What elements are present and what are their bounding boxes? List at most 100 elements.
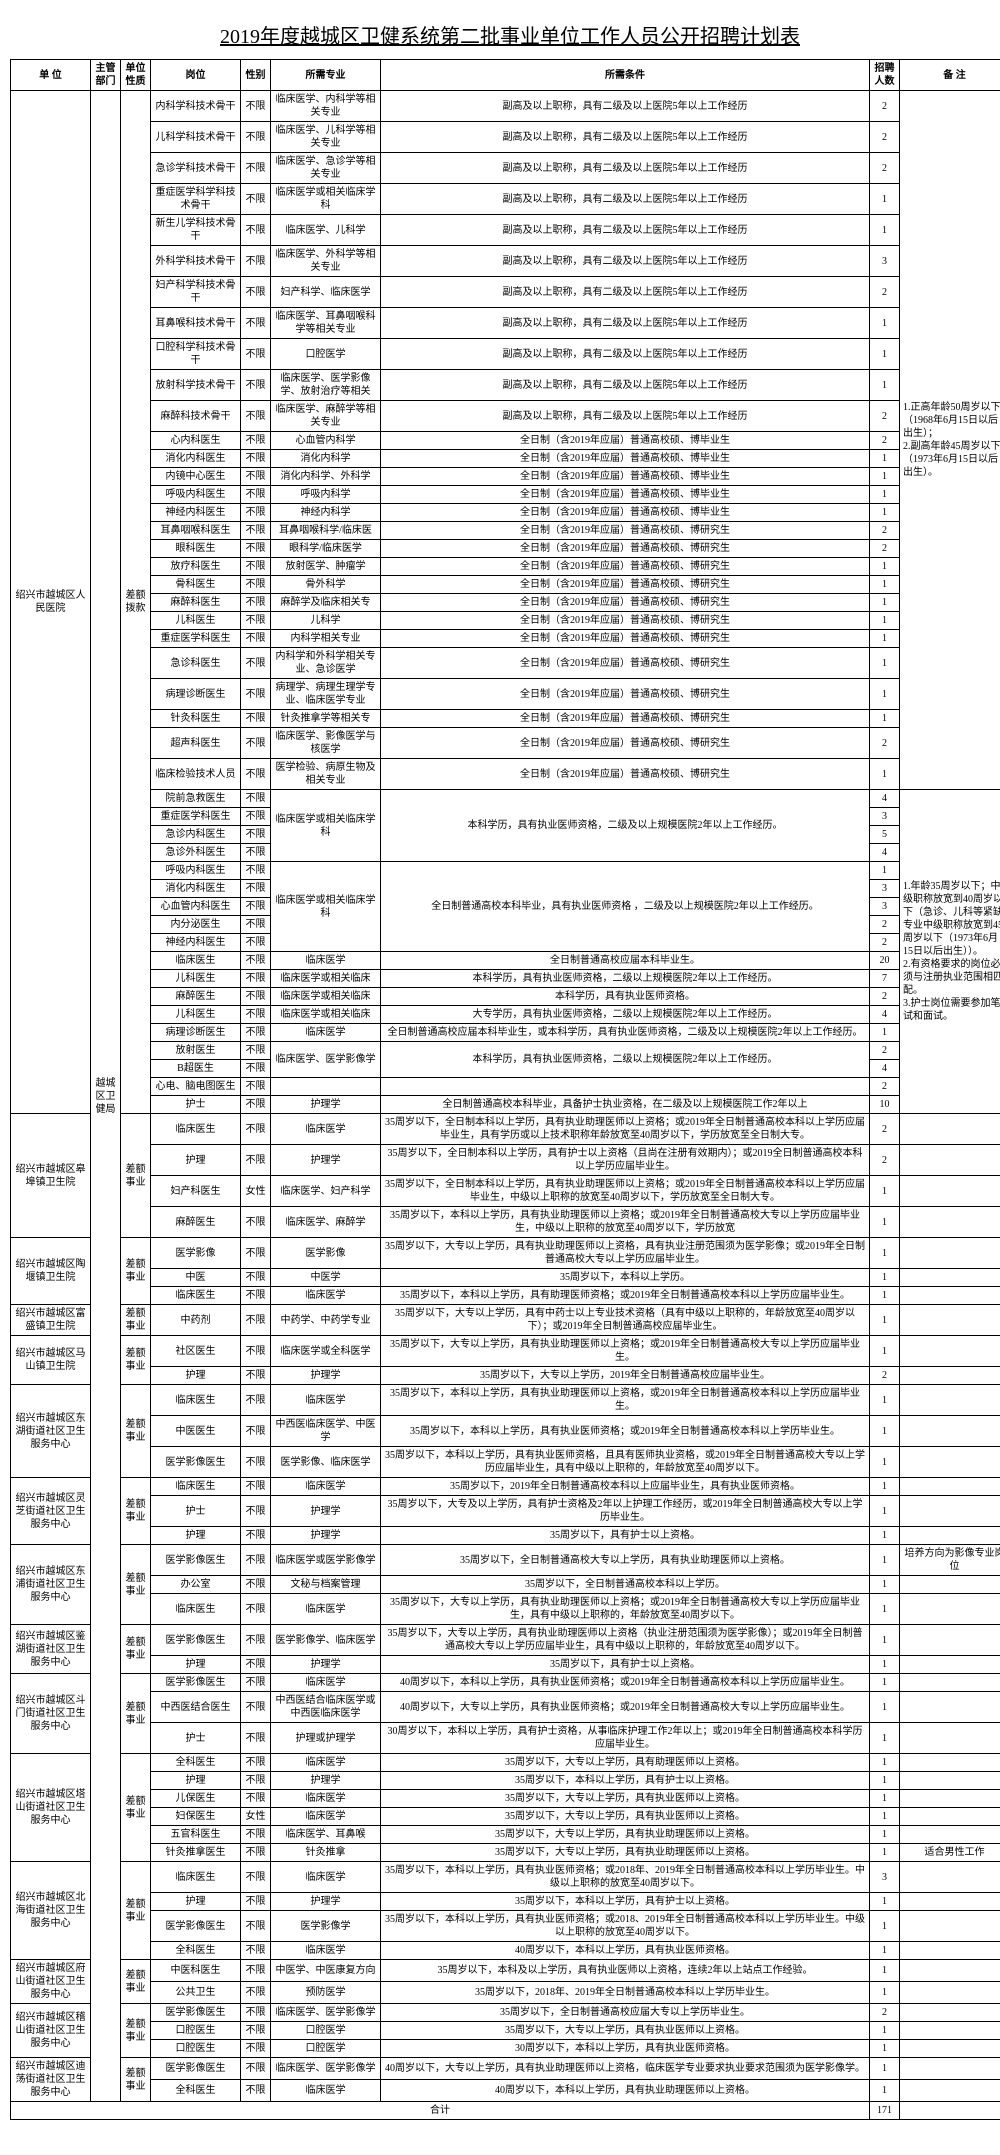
gender-cell: 不限 xyxy=(241,1674,271,1692)
cond-cell: 35周岁以下，本科以上学历，具有护士以上资格。 xyxy=(381,1893,870,1911)
table-row: 五官科医生不限临床医学、耳鼻喉35周岁以下，大专以上学历，具有执业助理医师以上资… xyxy=(11,1826,1000,1844)
gender-cell: 不限 xyxy=(241,1844,271,1862)
num-cell: 2 xyxy=(870,728,900,759)
num-cell: 3 xyxy=(870,808,900,826)
table-row: 妇产科学科技术骨干不限妇产科学、临床医学副高及以上职称，具有二级及以上医院5年以… xyxy=(11,277,1000,308)
note-cell xyxy=(900,1960,1000,1982)
nature-cell: 差额事业 xyxy=(121,1238,151,1305)
major-cell: 临床医学、影像医学与核医学 xyxy=(271,728,381,759)
major-cell: 临床医学 xyxy=(271,1674,381,1692)
cond-cell: 副高及以上职称，具有二级及以上医院5年以上工作经历 xyxy=(381,153,870,184)
cond-cell: 全日制普通高校本科毕业，具有执业医师资格 ，二级及以上规模医院2年以上工作经历。 xyxy=(381,862,870,952)
post-cell: 急诊外科医生 xyxy=(151,844,241,862)
major-cell: 医学影像、临床医学 xyxy=(271,1447,381,1478)
cond-cell: 30周岁以下，本科以上学历，具有护士资格，从事临床护理工作2年以上；或2019年… xyxy=(381,1723,870,1754)
note-cell xyxy=(900,1674,1000,1692)
post-cell: 急诊科医生 xyxy=(151,648,241,679)
cond-cell: 35周岁以下，大专以上学历，具有执业医师以上资格。 xyxy=(381,2022,870,2040)
h-major: 所需专业 xyxy=(271,60,381,91)
num-cell: 1 xyxy=(870,759,900,790)
post-cell: 耳鼻咽喉科医生 xyxy=(151,522,241,540)
total-num: 171 xyxy=(870,2102,900,2120)
cond-cell: 副高及以上职称，具有二级及以上医院5年以上工作经历 xyxy=(381,184,870,215)
num-cell: 3 xyxy=(870,246,900,277)
post-cell: 社区医生 xyxy=(151,1336,241,1367)
table-row: 临床医生不限临床医学全日制普通高校应届本科毕业生。20 xyxy=(11,952,1000,970)
table-row: 绍兴市越城区鉴湖街道社区卫生服务中心差额事业医学影像医生不限医学影像学、临床医学… xyxy=(11,1625,1000,1656)
num-cell: 1 xyxy=(870,450,900,468)
post-cell: 医学影像医生 xyxy=(151,1674,241,1692)
cond-cell: 35周岁以下，全日制普通高校应届大专以上学历毕业生。 xyxy=(381,2004,870,2022)
num-cell: 2 xyxy=(870,1145,900,1176)
cond-cell: 全日制普通高校应届本科毕业生。 xyxy=(381,952,870,970)
major-cell: 口腔医学 xyxy=(271,2022,381,2040)
post-cell: 口腔医生 xyxy=(151,2040,241,2058)
major-cell: 临床医学、外科学等相关专业 xyxy=(271,246,381,277)
post-cell: 妇产科医生 xyxy=(151,1176,241,1207)
num-cell: 2 xyxy=(870,91,900,122)
gender-cell: 不限 xyxy=(241,432,271,450)
num-cell: 2 xyxy=(870,153,900,184)
post-cell: B超医生 xyxy=(151,1060,241,1078)
note-cell xyxy=(900,1692,1000,1723)
cond-cell: 35周岁以下，全日制本科以上学历，具有护士以上资格（且尚在注册有效期内）；或20… xyxy=(381,1145,870,1176)
num-cell: 1 xyxy=(870,612,900,630)
table-row: 中医医生不限中西医临床医学、中医学35周岁以下，本科以上学历，具有执业医师资格；… xyxy=(11,1416,1000,1447)
major-cell: 临床医学、医学影像学、放射治疗等相关 xyxy=(271,370,381,401)
post-cell: 医学影像医生 xyxy=(151,2058,241,2080)
note-cell: 1.年龄35周岁以下；中级职称放宽到40周岁以下（急诊、儿科等紧缺专业中级职称放… xyxy=(900,790,1000,1114)
gender-cell: 不限 xyxy=(241,1287,271,1305)
table-row: 急诊科医生不限内科学和外科学相关专业、急诊医学全日制（含2019年应届）普通高校… xyxy=(11,648,1000,679)
gender-cell: 不限 xyxy=(241,308,271,339)
table-row: 心内科医生不限心血管内科学全日制（含2019年应届）普通高校硕、博毕业生2 xyxy=(11,432,1000,450)
gender-cell: 不限 xyxy=(241,1269,271,1287)
cond-cell: 副高及以上职称，具有二级及以上医院5年以上工作经历 xyxy=(381,339,870,370)
note-cell xyxy=(900,1942,1000,1960)
post-cell: 神经内科医生 xyxy=(151,504,241,522)
table-row: 心电、脑电图医生不限2 xyxy=(11,1078,1000,1096)
cond-cell: 全日制（含2019年应届）普通高校硕、博研究生 xyxy=(381,594,870,612)
h-nature: 单位性质 xyxy=(121,60,151,91)
post-cell: 临床医生 xyxy=(151,1478,241,1496)
post-cell: 中医医生 xyxy=(151,1416,241,1447)
table-row: 临床检验技术人员不限医学检验、病原生物及相关专业全日制（含2019年应届）普通高… xyxy=(11,759,1000,790)
num-cell: 1 xyxy=(870,1942,900,1960)
post-cell: 全科医生 xyxy=(151,1942,241,1960)
table-row: 病理诊断医生不限病理学、病理生理学专业、临床医学专业全日制（含2019年应届）普… xyxy=(11,679,1000,710)
num-cell: 4 xyxy=(870,1060,900,1078)
gender-cell: 不限 xyxy=(241,844,271,862)
post-cell: 临床医生 xyxy=(151,952,241,970)
note-cell xyxy=(900,1576,1000,1594)
major-cell: 妇产科学、临床医学 xyxy=(271,277,381,308)
cond-cell: 35周岁以下，大专以上学历，具有执业医师以上资格。 xyxy=(381,1808,870,1826)
major-cell: 眼科学/临床医学 xyxy=(271,540,381,558)
major-cell: 临床医学 xyxy=(271,2080,381,2102)
gender-cell: 不限 xyxy=(241,468,271,486)
post-cell: 内镜中心医生 xyxy=(151,468,241,486)
major-cell: 放射医学、肿瘤学 xyxy=(271,558,381,576)
unit-cell: 绍兴市越城区东湖街道社区卫生服务中心 xyxy=(11,1385,91,1478)
num-cell: 3 xyxy=(870,880,900,898)
major-cell: 消化内科学 xyxy=(271,450,381,468)
table-row: 临床医生不限临床医学35周岁以下，大专以上学历，具有执业助理医师以上资格；或20… xyxy=(11,1594,1000,1625)
num-cell: 1 xyxy=(870,1447,900,1478)
cond-cell: 40周岁以下，本科以上学历，具有执业助理医师以上资格。 xyxy=(381,2080,870,2102)
cond-cell: 35周岁以下，大专以上学历，具有助理医师以上资格。 xyxy=(381,1754,870,1772)
note-cell xyxy=(900,2004,1000,2022)
major-cell: 临床医学、医学影像学 xyxy=(271,2058,381,2080)
major-cell: 临床医学 xyxy=(271,952,381,970)
gender-cell: 不限 xyxy=(241,1060,271,1078)
num-cell: 1 xyxy=(870,1024,900,1042)
table-row: 医学影像医生不限医学影像学35周岁以下，本科以上学历，具有执业医师资格；或201… xyxy=(11,1911,1000,1942)
h-cond: 所需条件 xyxy=(381,60,870,91)
major-cell: 临床医学、耳鼻咽喉科学等相关专业 xyxy=(271,308,381,339)
cond-cell: 全日制普通高校应届本科毕业生，或本科学历，具有执业医师资格，二级及以上规模医院2… xyxy=(381,1024,870,1042)
num-cell: 5 xyxy=(870,826,900,844)
unit-cell: 绍兴市越城区灵芝街道社区卫生服务中心 xyxy=(11,1478,91,1545)
total-label: 合计 xyxy=(11,2102,870,2120)
num-cell: 1 xyxy=(870,308,900,339)
table-row: 麻醉医生不限临床医学、麻醉学35周岁以下，本科以上学历，具有执业助理医师以上资格… xyxy=(11,1207,1000,1238)
num-cell: 1 xyxy=(870,1960,900,1982)
major-cell: 临床医学 xyxy=(271,1287,381,1305)
note-cell xyxy=(900,2022,1000,2040)
